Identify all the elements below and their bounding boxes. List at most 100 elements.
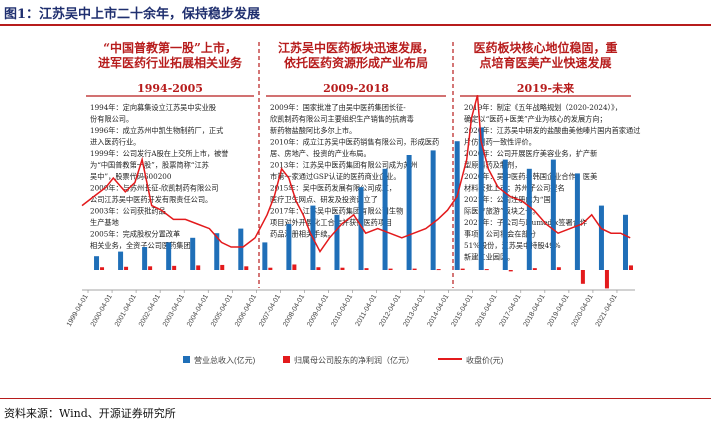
- figure-title: 图1：江苏吴中上市二十余年，保持稳步发展: [4, 7, 261, 22]
- revenue-bar: [598, 205, 604, 270]
- x-tick-label: 1999-04-01: [66, 293, 90, 328]
- phase-event: 市第一家通过GSP认证的医药商业企业。: [270, 172, 401, 181]
- phase-event: 2009年：国家批准了由吴中医药集团长征-: [270, 103, 406, 112]
- x-tick-label: 2005-04-01: [210, 293, 234, 328]
- revenue-bar: [622, 214, 628, 270]
- x-tick-label: 2010-04-01: [330, 293, 354, 328]
- phase-headline: 点培育医美产业快速发展: [479, 55, 611, 70]
- phase-period: 2019-未来: [517, 81, 575, 95]
- revenue-bar: [262, 242, 268, 270]
- x-tick-label: 2011-04-01: [355, 293, 379, 327]
- figure-title-bar: 图1：江苏吴中上市二十余年，保持稳步发展: [0, 0, 711, 26]
- x-tick-label: 2019-04-01: [547, 293, 571, 328]
- revenue-bar: [166, 242, 172, 270]
- phase-event: 1999年：公司发行A股在上交所上市，被誉: [90, 149, 228, 158]
- phase-period: 1994-2005: [137, 82, 203, 95]
- profit-bar: [628, 265, 633, 270]
- x-tick-label: 2020-04-01: [571, 293, 595, 328]
- x-tick-label: 2009-04-01: [306, 293, 330, 328]
- revenue-bar: [502, 159, 508, 270]
- phase-event: 药品注册相关手续。: [270, 230, 335, 239]
- phase-event: 新药物盐酸阿比多尔上市。: [270, 126, 356, 135]
- phase-event: 2003年：公司获批药品: [90, 207, 166, 216]
- phase-headline: 江苏吴中医药板块迅速发展，: [278, 40, 434, 55]
- profit-bar: [604, 270, 609, 289]
- phase-event: 2005年：完成股权分置改革: [90, 230, 180, 239]
- x-tick-label: 2016-04-01: [475, 293, 499, 328]
- phase-event: 2019年：制定《五年战略规划（2020-2024）》，: [464, 103, 622, 112]
- profit-bar: [388, 268, 393, 270]
- revenue-bar: [238, 228, 244, 270]
- revenue-bar: [94, 256, 100, 270]
- x-tick-label: 2017-04-01: [499, 293, 523, 328]
- x-tick-label: 2012-04-01: [378, 293, 402, 328]
- profit-bar: [196, 265, 201, 270]
- phase-headline: 进军医药行业拓展相关业务: [98, 55, 243, 70]
- profit-bar: [532, 268, 537, 270]
- phase-event: 51%股份，江苏吴中持股49%: [464, 241, 561, 250]
- legend-price-label: 收盘价(元): [466, 355, 504, 365]
- revenue-bar: [478, 127, 484, 271]
- phase-event: 医疗卫生网点、研发及投资设立了: [270, 195, 378, 204]
- revenue-bar: [118, 251, 124, 270]
- profit-bar: [268, 267, 273, 270]
- phase-event: 型原料药及制剂，: [464, 161, 522, 170]
- profit-bar: [556, 267, 561, 270]
- revenue-bar: [214, 233, 220, 270]
- phase-event: 确定以“医药+医美”产业为核心的发展方向；: [464, 115, 607, 124]
- phase-event: 生产基地: [90, 218, 119, 227]
- phase-headline: 医药板块核心地位稳固，重: [473, 40, 617, 55]
- phase-event: 相关业务，全资子公司医药集团: [90, 241, 191, 250]
- profit-bar: [172, 265, 177, 270]
- revenue-bar: [190, 237, 196, 270]
- phase-event: 事项，公司将会在部分: [464, 230, 536, 239]
- revenue-bar: [334, 214, 340, 270]
- phase-period: 2009-2018: [323, 82, 389, 95]
- profit-bar: [364, 268, 369, 270]
- phase-headline: “中国普教第一股”上市，: [103, 40, 237, 55]
- phase-event: 为“中国普教第一股”，股票简称“江苏: [90, 161, 209, 170]
- phase-event: 1996年：成立苏州中凯生物制药厂，正式: [90, 126, 223, 135]
- profit-bar: [340, 267, 345, 270]
- profit-bar: [484, 269, 489, 271]
- x-tick-label: 2004-04-01: [186, 293, 210, 328]
- revenue-bar: [574, 173, 580, 270]
- x-tick-label: 2001-04-01: [114, 293, 138, 328]
- x-tick-label: 2021-04-01: [595, 293, 619, 328]
- profit-bar: [244, 266, 249, 270]
- revenue-bar: [142, 247, 148, 270]
- x-tick-label: 2006-04-01: [234, 293, 258, 328]
- phase-headline: 依托医药资源形成产业布局: [284, 55, 428, 70]
- profit-bar: [220, 264, 225, 270]
- phase-event: 2015年：吴中医药发展有限公司成立，: [270, 184, 396, 193]
- legend-revenue-swatch: [183, 356, 190, 363]
- revenue-bar: [358, 187, 364, 270]
- profit-bar: [412, 268, 417, 270]
- phase-event: 2020年：公司开展医疗美容业务，扩产新: [464, 149, 597, 158]
- phase-event: 片仿制药一致性评价。: [464, 138, 536, 147]
- phase-event: 吴中”，股票代码600200: [90, 172, 172, 181]
- profit-bar: [292, 264, 297, 270]
- legend-profit-swatch: [283, 356, 290, 363]
- revenue-bar: [430, 150, 436, 270]
- revenue-bar: [454, 141, 460, 270]
- phase-event: 2000年：与苏州长征-欣凯制药有限公司: [90, 184, 219, 193]
- profit-bar: [124, 266, 129, 270]
- revenue-bar: [382, 168, 388, 270]
- x-tick-label: 2007-04-01: [258, 293, 282, 328]
- phase-event: 居、房地产、投资的产业布局。: [270, 149, 371, 158]
- profit-bar: [580, 270, 585, 284]
- phase-event: 材料获批上市；苏州子公司提名: [464, 184, 565, 193]
- x-tick-label: 2013-04-01: [402, 293, 426, 328]
- profit-bar: [436, 269, 441, 271]
- bottom-rule: [0, 398, 711, 399]
- profit-bar: [100, 267, 105, 270]
- x-tick-label: 2000-04-01: [90, 293, 114, 328]
- x-tick-label: 2015-04-01: [450, 293, 474, 328]
- price-line: [81, 95, 631, 254]
- phase-event: 项目对外开展化工合作并获得医药项目: [270, 218, 392, 227]
- x-tick-label: 2002-04-01: [138, 293, 162, 328]
- plot-area: [82, 84, 635, 290]
- x-tick-label: 2003-04-01: [162, 293, 186, 328]
- x-tick-label: 2018-04-01: [523, 293, 547, 328]
